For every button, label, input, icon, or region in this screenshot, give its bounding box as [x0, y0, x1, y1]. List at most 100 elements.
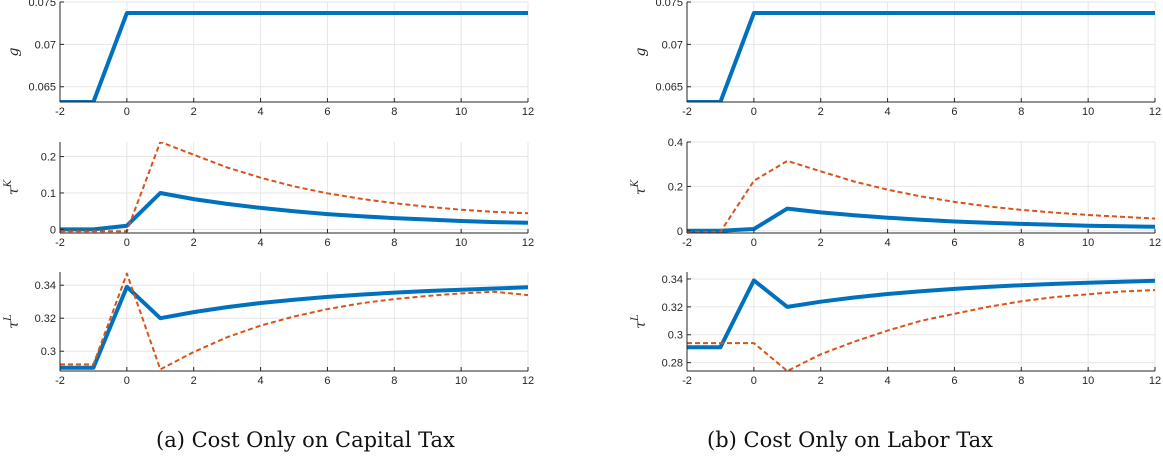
- y-axis-label: τK: [630, 179, 649, 195]
- x-tick-label: 12: [1149, 106, 1161, 118]
- x-tick-label: 0: [124, 237, 130, 249]
- y-axis-label-symbol: g: [6, 47, 22, 56]
- y-tick-label: 0: [50, 224, 56, 236]
- y-tick-label: 0.07: [35, 39, 56, 51]
- x-tick-label: 2: [818, 375, 824, 387]
- x-tick-label: 6: [324, 375, 330, 387]
- x-tick-label: 0: [751, 375, 757, 387]
- series-line-solid: [60, 191, 528, 232]
- x-tick-label: 12: [1149, 375, 1161, 387]
- series-line-solid: [687, 11, 1155, 102]
- x-tick-label: 4: [258, 237, 264, 249]
- x-tick-label: 6: [324, 237, 330, 249]
- x-tick-label: 4: [885, 237, 891, 249]
- series-line-dashed: [60, 142, 528, 233]
- series-line-solid: [687, 278, 1155, 350]
- y-tick-label: 0.1: [41, 188, 56, 200]
- y-axis-label-superscript: L: [3, 314, 14, 322]
- series-line-dashed: [687, 159, 1155, 233]
- x-tick-label: -2: [55, 106, 65, 118]
- series-line-solid: [60, 11, 528, 102]
- y-axis-label-superscript: L: [630, 314, 641, 322]
- y-tick-label: 0.2: [668, 181, 683, 193]
- x-tick-label: 0: [751, 106, 757, 118]
- x-tick-label: 10: [455, 237, 467, 249]
- y-tick-label: 0.4: [668, 137, 683, 149]
- y-tick-label: 0.28: [662, 358, 683, 370]
- x-tick-label: 12: [522, 237, 534, 249]
- x-tick-label: 2: [818, 237, 824, 249]
- y-axis-label: τK: [3, 179, 22, 195]
- x-tick-label: -2: [55, 375, 65, 387]
- x-tick-label: 10: [1082, 375, 1094, 387]
- x-tick-label: 8: [391, 106, 397, 118]
- x-tick-label: 6: [951, 375, 957, 387]
- y-tick-label: 0.065: [28, 82, 56, 94]
- panel-a-plot-1: -2 0 2 4 6 8 10 12 0.065 0.07 0.075 g: [6, 0, 534, 118]
- y-axis-label-symbol: τ: [6, 187, 22, 195]
- x-tick-label: 4: [885, 106, 891, 118]
- x-tick-label: 4: [885, 375, 891, 387]
- y-tick-label: 0.3: [41, 346, 56, 358]
- x-tick-label: 2: [818, 106, 824, 118]
- y-axis-label-symbol: τ: [6, 321, 22, 329]
- y-axis-label-superscript: K: [3, 179, 14, 188]
- y-axis-label-symbol: τ: [633, 187, 649, 195]
- x-tick-label: 12: [522, 375, 534, 387]
- x-tick-label: -2: [55, 237, 65, 249]
- x-tick-label: -2: [682, 106, 692, 118]
- x-tick-label: 4: [258, 106, 264, 118]
- x-tick-label: 4: [258, 375, 264, 387]
- x-tick-label: 10: [455, 106, 467, 118]
- series-line-solid: [687, 206, 1155, 233]
- x-tick-label: 10: [455, 375, 467, 387]
- y-tick-label: 0.32: [662, 302, 683, 314]
- x-tick-label: 2: [191, 375, 197, 387]
- caption-a: (a) Cost Only on Capital Tax: [156, 428, 455, 452]
- y-tick-label: 0.07: [662, 39, 683, 51]
- panel-b-plot-3: -2 0 2 4 6 8 10 12 0.28 0.3 0.32 0.34 τL: [630, 272, 1161, 387]
- x-tick-label: 8: [391, 375, 397, 387]
- y-tick-label: 0.3: [668, 330, 683, 342]
- x-tick-label: 6: [324, 106, 330, 118]
- y-axis-label: τL: [630, 314, 649, 329]
- y-tick-label: 0.34: [35, 280, 56, 292]
- y-tick-label: 0: [677, 226, 683, 238]
- y-tick-label: 0.2: [41, 152, 56, 164]
- x-tick-label: 10: [1082, 106, 1094, 118]
- y-axis-label: g: [6, 47, 22, 56]
- y-axis-label-symbol: g: [633, 47, 649, 56]
- x-tick-label: 12: [522, 106, 534, 118]
- y-axis-label-symbol: τ: [633, 321, 649, 329]
- x-tick-label: 10: [1082, 237, 1094, 249]
- x-tick-label: 12: [1149, 237, 1161, 249]
- panel-a-plot-3: -2 0 2 4 6 8 10 12 0.3 0.32 0.34 τL: [3, 272, 534, 387]
- y-axis-label: g: [633, 47, 649, 56]
- y-tick-label: 0.075: [28, 0, 56, 9]
- x-tick-label: 0: [124, 106, 130, 118]
- x-tick-label: 8: [1018, 375, 1024, 387]
- x-tick-label: 0: [751, 237, 757, 249]
- y-axis-label-superscript: K: [630, 179, 641, 188]
- y-tick-label: 0.065: [655, 82, 683, 94]
- caption-b: (b) Cost Only on Labor Tax: [707, 428, 993, 452]
- x-tick-label: 6: [951, 106, 957, 118]
- x-tick-label: 8: [1018, 106, 1024, 118]
- y-tick-label: 0.34: [662, 274, 683, 286]
- panel-b-plot-1: -2 0 2 4 6 8 10 12 0.065 0.07 0.075 g: [633, 0, 1161, 118]
- x-tick-label: 0: [124, 375, 130, 387]
- series-line-dashed: [687, 289, 1155, 371]
- x-tick-label: 8: [391, 237, 397, 249]
- x-tick-label: -2: [682, 375, 692, 387]
- series-line-dashed: [60, 272, 528, 371]
- x-tick-label: 2: [191, 237, 197, 249]
- x-tick-label: -2: [682, 237, 692, 249]
- y-axis-label: τL: [3, 314, 22, 329]
- x-tick-label: 8: [1018, 237, 1024, 249]
- y-tick-label: 0.075: [655, 0, 683, 9]
- x-tick-label: 6: [951, 237, 957, 249]
- y-tick-label: 0.32: [35, 313, 56, 325]
